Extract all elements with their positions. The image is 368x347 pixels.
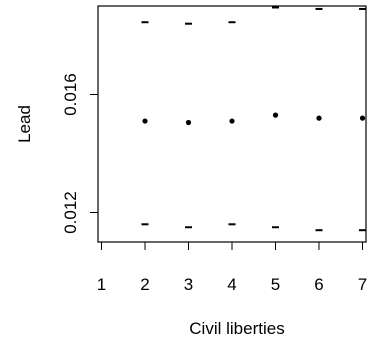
estimate-point xyxy=(359,115,366,121)
estimate-point xyxy=(142,118,148,124)
x-tick-label: 5 xyxy=(271,275,280,294)
estimate-point xyxy=(316,115,322,121)
estimate-point xyxy=(185,119,192,126)
y-axis-label: Lead xyxy=(15,105,34,143)
x-tick-label: 2 xyxy=(140,275,149,294)
y-tick-label: 0.012 xyxy=(61,191,80,234)
plot-frame xyxy=(97,5,367,243)
x-axis: 1 2 3 4 5 6 7 xyxy=(97,241,367,294)
x-tick-label: 3 xyxy=(184,275,193,294)
x-tick-label: 6 xyxy=(314,275,323,294)
estimate-point xyxy=(272,112,279,118)
y-tick-label: 0.016 xyxy=(61,73,80,116)
x-tick-label: 1 xyxy=(97,275,106,294)
x-tick-label: 4 xyxy=(227,275,236,294)
data-marks xyxy=(141,6,367,232)
x-tick-label: 7 xyxy=(358,275,367,294)
x-axis-label: Civil liberties xyxy=(189,319,284,338)
estimate-point xyxy=(229,118,235,124)
y-axis: 0.012 0.016 xyxy=(61,73,99,234)
